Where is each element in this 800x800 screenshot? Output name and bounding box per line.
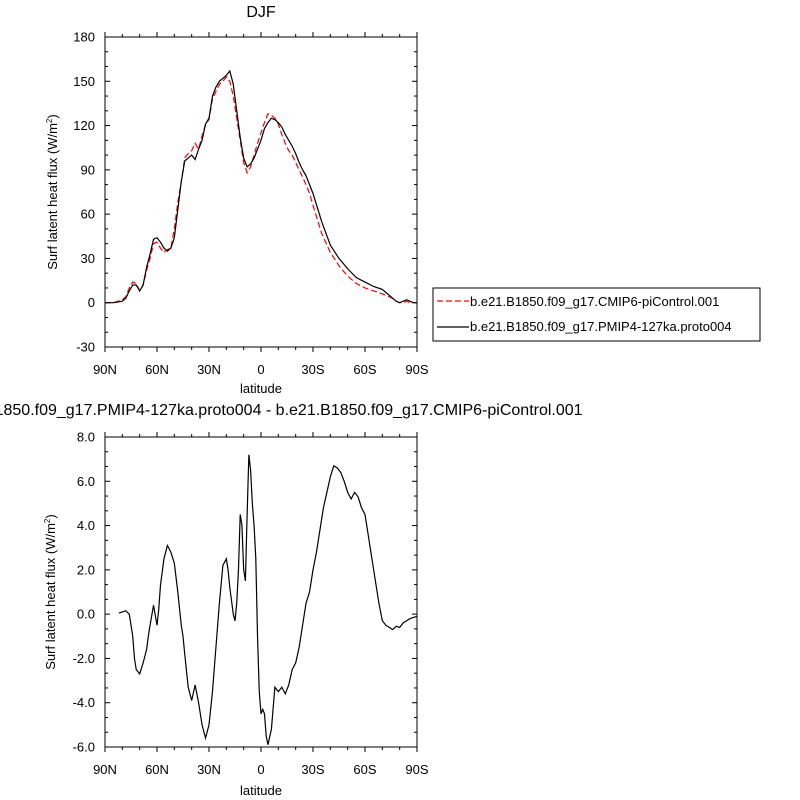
top-ytick-label: 180 [73, 30, 95, 45]
bottom-ytick-label: 6.0 [77, 474, 95, 489]
bottom-ytick-label: 8.0 [77, 430, 95, 445]
bottom-chart-ylabel: Surf latent heat flux (W/m2) [43, 514, 58, 669]
top-series-127ka-line [105, 69, 417, 304]
legend-label-127ka: b.e21.B1850.f09_g17.PMIP4-127ka.proto004 [470, 319, 732, 334]
top-xtick-label: 0 [257, 362, 264, 377]
bottom-ytick-label: 4.0 [77, 518, 95, 533]
bottom-chart-xlabel: latitude [240, 783, 282, 798]
top-ytick-label: 0 [88, 295, 95, 310]
bottom-chart-title: b.e21.B1850.f09_g17.PMIP4-127ka.proto004… [0, 402, 583, 419]
bottom-ytick-label: -2.0 [73, 651, 95, 666]
top-ytick-label: 90 [81, 162, 95, 177]
top-xtick-label: 60S [353, 362, 376, 377]
top-chart-ylabel: Surf latent heat flux (W/m2) [45, 114, 60, 269]
top-chart-axes: -30 0 30 60 90 120 150 180 90N 60N 30N 0 30S 60S 90S [73, 30, 429, 378]
legend-box [432, 287, 761, 342]
bottom-xtick-label: 30N [197, 762, 221, 777]
top-xtick-label: 60N [145, 362, 169, 377]
bottom-series-difference-line [118, 454, 418, 745]
bottom-xtick-label: 60S [353, 762, 376, 777]
top-xtick-label: 90N [93, 362, 117, 377]
bottom-xtick-label: 90N [93, 762, 117, 777]
bottom-ytick-label: 2.0 [77, 562, 95, 577]
top-xtick-label: 30S [301, 362, 324, 377]
bottom-xtick-label: 90S [405, 762, 428, 777]
top-ytick-label: 60 [81, 207, 95, 222]
bottom-ytick-label: 0.0 [77, 607, 95, 622]
top-xtick-label: 90S [405, 362, 428, 377]
top-chart-plot-frame [104, 36, 418, 348]
top-ytick-label: 120 [73, 118, 95, 133]
bottom-ytick-label: -4.0 [73, 695, 95, 710]
bottom-ytick-label: -6.0 [73, 740, 95, 755]
top-ytick-label: -30 [76, 340, 95, 355]
top-series-picontrol-line [105, 75, 417, 304]
bottom-xtick-label: 0 [257, 762, 264, 777]
top-chart-title: DJF [246, 4, 276, 21]
top-ytick-label: 150 [73, 74, 95, 89]
legend: b.e21.B1850.f09_g17.CMIP6-piControl.001 … [432, 287, 761, 342]
bottom-chart-axes: -6.0 -4.0 -2.0 0.0 2.0 4.0 6.0 8.0 90N 60N 30N 0 30S… [73, 430, 429, 778]
bottom-xtick-label: 60N [145, 762, 169, 777]
top-chart-xlabel: latitude [240, 381, 282, 396]
bottom-chart-plot-frame [104, 436, 418, 748]
top-ytick-label: 30 [81, 251, 95, 266]
legend-label-picontrol: b.e21.B1850.f09_g17.CMIP6-piControl.001 [470, 294, 719, 309]
top-xtick-label: 30N [197, 362, 221, 377]
bottom-xtick-label: 30S [301, 762, 324, 777]
